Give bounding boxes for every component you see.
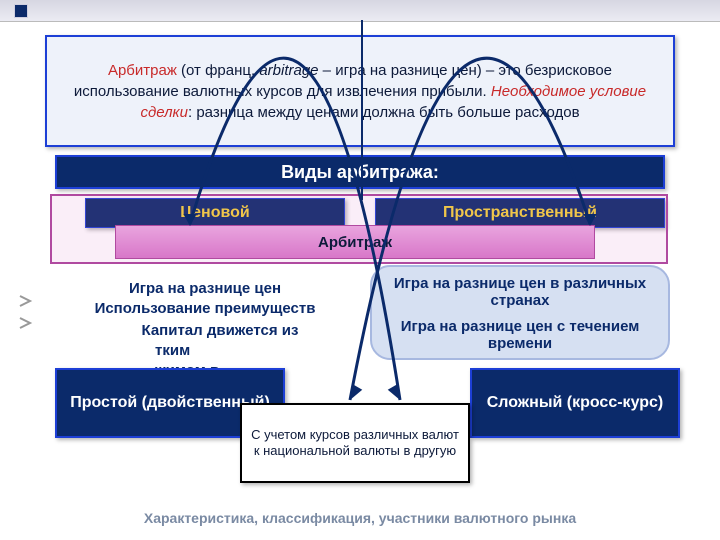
center-note-text: С учетом курсов различных валют к национ…	[248, 427, 462, 459]
top-bar-square	[14, 4, 28, 18]
right-bottom-box: Сложный (кросс-курс)	[470, 368, 680, 438]
left-line-1: Игра на разнице цен	[60, 280, 350, 297]
types-header: Виды арбитража:	[55, 155, 665, 189]
definition-box: Арбитраж (от франц. arbitrage – игра на …	[45, 35, 675, 147]
pink-arbitrage-label: Арбитраж	[318, 234, 392, 251]
left-line-5b: ой	[290, 362, 350, 379]
left-line-2: Использование преимуществ	[55, 300, 355, 317]
pink-arbitrage: Арбитраж	[115, 225, 595, 259]
center-note: С учетом курсов различных валют к национ…	[240, 403, 470, 483]
top-bar	[0, 0, 720, 22]
right-bottom-label: Сложный (кросс-курс)	[487, 394, 664, 412]
left-line-3: Капитал движется из	[70, 322, 370, 339]
right-line-1: Игра на разнице цен в различных странах	[380, 275, 660, 309]
types-header-label: Виды арбитража:	[281, 162, 439, 183]
right-line-2: Игра на разнице цен с течением времени	[380, 318, 660, 352]
left-line-4: тким	[155, 342, 355, 359]
definition-text: Арбитраж (от франц. arbitrage – игра на …	[61, 60, 659, 123]
footer-text: Характеристика, классификация, участники…	[0, 510, 720, 526]
